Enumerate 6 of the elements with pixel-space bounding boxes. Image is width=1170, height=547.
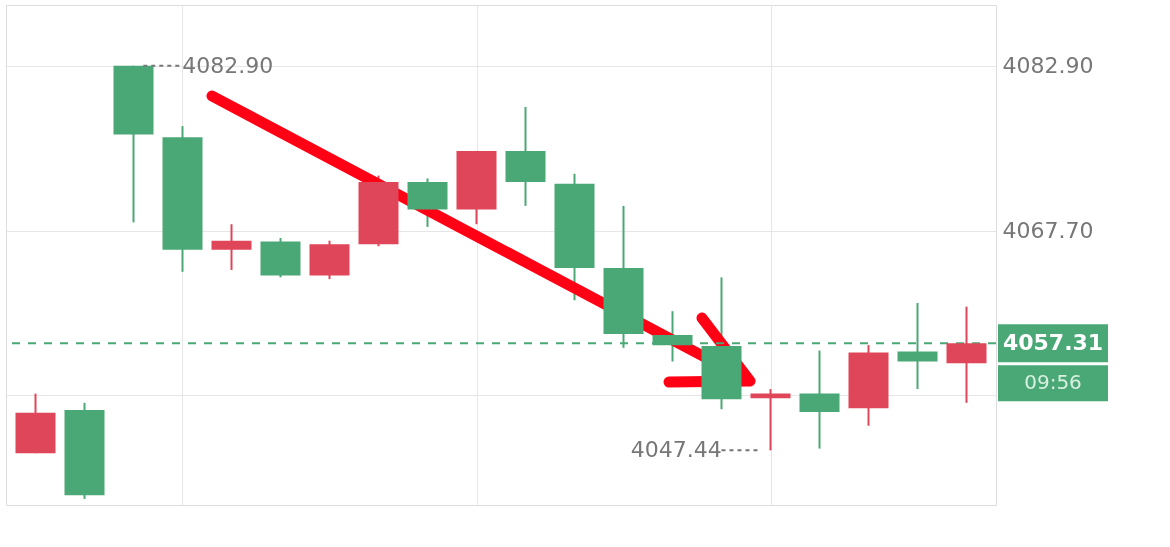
annotation: 4047.44 <box>630 437 722 463</box>
y-tick-label: 4067.70 <box>1002 218 1094 244</box>
candlestick <box>211 223 252 271</box>
annotation: 4082.90 <box>182 52 274 78</box>
text: 09:56 <box>1024 370 1082 395</box>
ref-line-label: 4057.31 <box>1002 330 1104 356</box>
